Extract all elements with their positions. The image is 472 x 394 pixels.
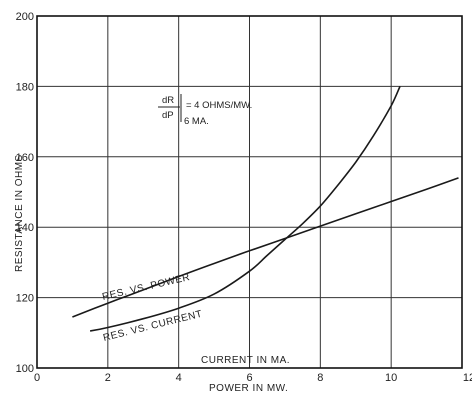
- x-tick-label: 6: [246, 372, 252, 384]
- x-axis-label-power: POWER IN MW.: [209, 383, 288, 394]
- series-line-res-vs-current: [89, 86, 401, 332]
- y-axis-label: RESISTANCE IN OHMS: [14, 154, 25, 272]
- annotation-denominator: dP: [162, 110, 174, 121]
- plot-frame: [36, 15, 463, 369]
- plot-border: [36, 15, 463, 369]
- y-tick-label: 180: [16, 81, 34, 93]
- x-tick-label: 2: [105, 372, 111, 384]
- series-label-res-vs-power: RES. VS. POWER: [101, 272, 191, 303]
- y-tick-label: 200: [16, 11, 34, 23]
- annotation-subscript: 6 MA.: [184, 116, 209, 127]
- x-tick-label: 12: [463, 372, 472, 384]
- y-tick-labels: 100 120 140 160 180 200: [16, 11, 34, 375]
- series-label-res-vs-current: RES. VS. CURRENT: [102, 309, 204, 344]
- x-axis-label-current: CURRENT IN MA.: [201, 355, 290, 366]
- y-tick-label: 160: [16, 152, 34, 164]
- data-series: [72, 86, 459, 332]
- derivative-annotation: dR dP = 4 OHMS/MW. 6 MA.: [158, 94, 252, 127]
- x-tick-label: 4: [176, 372, 182, 384]
- y-tick-label: 140: [16, 222, 34, 234]
- x-tick-label: 8: [317, 372, 323, 384]
- x-tick-label: 10: [385, 372, 397, 384]
- chart-grid: [36, 15, 463, 369]
- series-line-res-vs-power: [72, 177, 459, 318]
- x-tick-label: 0: [34, 372, 40, 384]
- annotation-value: = 4 OHMS/MW.: [186, 100, 252, 111]
- x-tick-labels: 0 2 4 6 8 10 12: [34, 372, 472, 384]
- annotation-numerator: dR: [162, 95, 174, 106]
- y-tick-label: 100: [16, 363, 34, 375]
- y-tick-label: 120: [16, 293, 34, 305]
